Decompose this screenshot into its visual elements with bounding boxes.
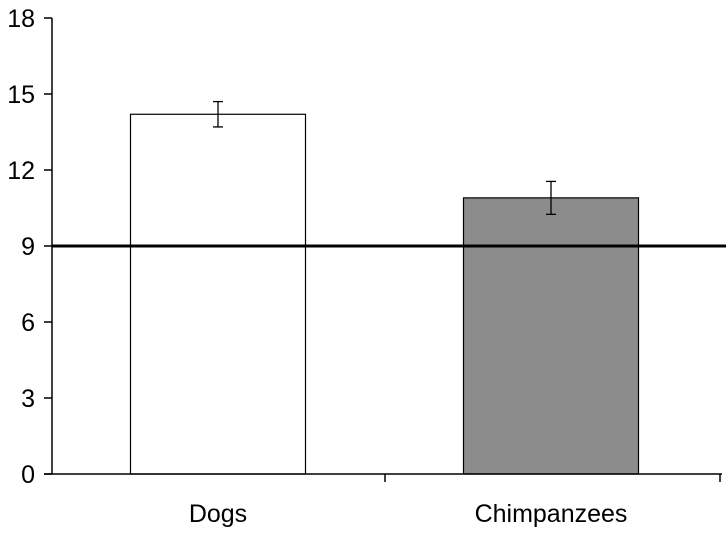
y-tick-label: 18 xyxy=(7,5,35,33)
bar-chimpanzees xyxy=(462,197,640,475)
y-tick-label: 6 xyxy=(21,309,35,337)
x-tick-label-dogs: Dogs xyxy=(189,500,247,528)
x-tick-label-chimpanzees: Chimpanzees xyxy=(475,500,628,528)
y-tick-label: 0 xyxy=(21,461,35,489)
y-tick-label: 9 xyxy=(21,233,35,261)
y-tick-label: 15 xyxy=(7,81,35,109)
bar-dogs xyxy=(129,113,307,475)
y-tick-label: 3 xyxy=(21,385,35,413)
y-tick-label: 12 xyxy=(7,157,35,185)
